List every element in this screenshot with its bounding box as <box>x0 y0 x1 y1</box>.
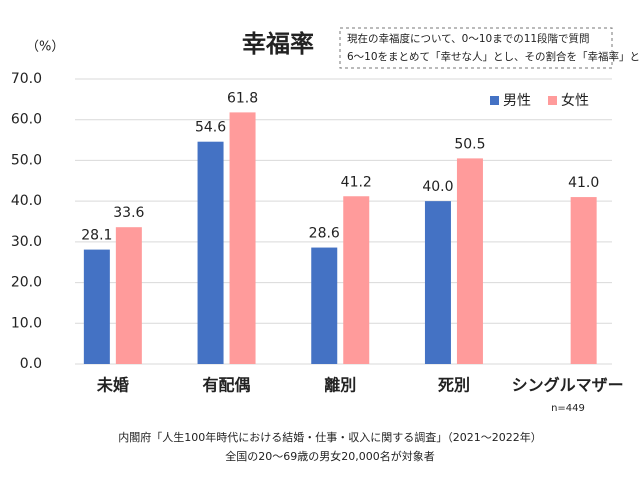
value-label: 40.0 <box>422 179 453 195</box>
bar <box>115 227 142 364</box>
x-tick-label: 死別 <box>438 376 470 395</box>
bar <box>424 201 451 364</box>
x-tick-label: 離別 <box>324 376 356 395</box>
bar <box>229 112 256 364</box>
bar <box>197 141 224 364</box>
x-tick-label: 未婚 <box>96 376 129 395</box>
bar <box>83 249 110 364</box>
legend-label: 女性 <box>561 92 589 109</box>
y-tick-label: 10.0 <box>11 315 42 331</box>
sample-note: n=449 <box>551 403 585 414</box>
value-label: 54.6 <box>195 120 226 136</box>
value-label: 28.6 <box>309 226 340 242</box>
value-label: 41.2 <box>341 174 372 190</box>
value-label: 28.1 <box>81 228 112 244</box>
y-tick-label: 50.0 <box>11 152 42 168</box>
legend-label: 男性 <box>503 93 531 109</box>
value-label: 50.5 <box>454 136 485 152</box>
y-tick-label: 20.0 <box>11 275 42 291</box>
legend-swatch <box>548 96 557 105</box>
y-tick-label: 70.0 <box>11 71 42 87</box>
note: 6～10をまとめて「幸せな人」とし、その割合を「幸福率」とした <box>347 50 640 63</box>
y-axis-label: （%） <box>26 40 64 55</box>
legend-swatch <box>490 96 499 105</box>
x-tick-label: シングルマザー <box>512 376 624 395</box>
value-label: 61.8 <box>227 90 258 106</box>
source: 全国の20～69歳の男女20,000名が対象者 <box>225 449 434 463</box>
note: 現在の幸福度について、0～10までの11段階で質問 <box>347 32 590 45</box>
chart-title: 幸福率 <box>242 30 314 58</box>
bar <box>311 247 338 364</box>
y-tick-label: 40.0 <box>11 193 42 209</box>
source: 内閣府「人生100年時代における結婚・仕事・収入に関する調査」（2021～202… <box>118 430 541 444</box>
y-tick-label: 0.0 <box>20 356 42 372</box>
bar <box>570 197 597 364</box>
y-tick-label: 60.0 <box>11 112 42 128</box>
x-tick-label: 有配偶 <box>203 376 251 395</box>
bar <box>343 196 370 364</box>
value-label: 41.0 <box>568 175 599 191</box>
value-label: 33.6 <box>113 205 144 221</box>
y-tick-label: 30.0 <box>11 234 42 250</box>
bar <box>456 158 483 364</box>
